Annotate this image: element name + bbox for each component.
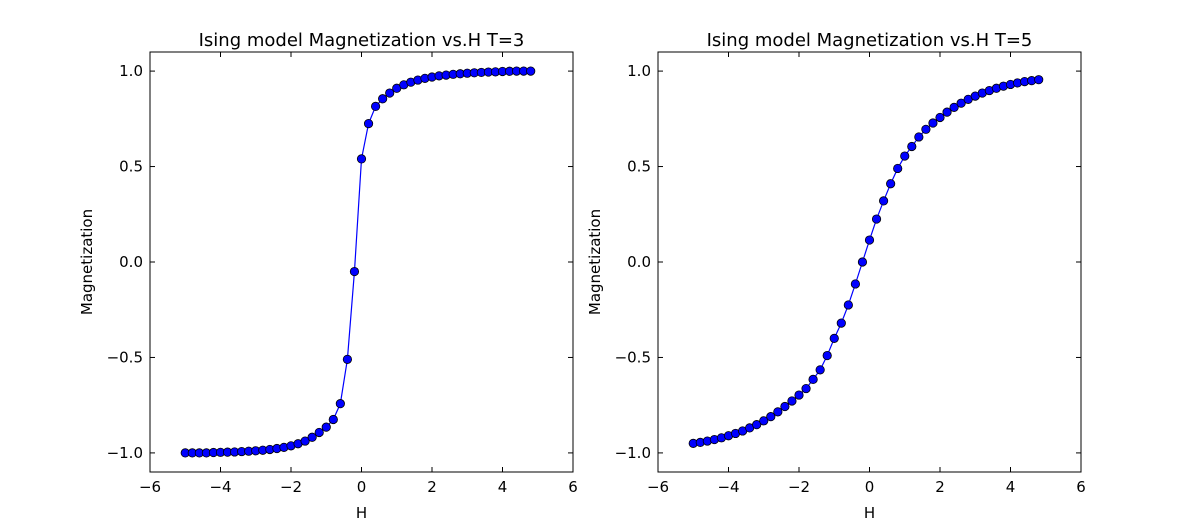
data-point xyxy=(893,163,903,174)
data-point xyxy=(349,266,360,277)
data-point xyxy=(385,88,395,98)
y-axis-label: Magnetization xyxy=(586,209,604,315)
data-point xyxy=(780,401,790,412)
axes-frame xyxy=(657,51,1082,473)
x-tick-label: 2 xyxy=(427,478,437,496)
data-point xyxy=(864,235,875,245)
data-point xyxy=(314,427,324,438)
data-point xyxy=(815,365,825,375)
data-point xyxy=(773,407,783,417)
y-tick-label: 0.0 xyxy=(627,253,651,271)
y-tick-label: 1.0 xyxy=(119,62,143,80)
data-point xyxy=(914,132,924,142)
x-tick-label: −4 xyxy=(209,478,231,496)
data-point xyxy=(822,350,832,361)
y-tick-label: −1.0 xyxy=(107,444,143,462)
data-point xyxy=(328,414,338,425)
x-tick-label: 4 xyxy=(498,478,508,496)
data-point xyxy=(921,124,931,134)
data-point xyxy=(907,141,917,152)
series-line xyxy=(185,70,531,454)
data-point xyxy=(321,422,331,432)
x-tick-label: −6 xyxy=(139,478,161,496)
y-tick-label: 1.0 xyxy=(627,62,651,80)
x-tick-label: −2 xyxy=(280,478,302,496)
y-axis-label: Magnetization xyxy=(78,209,96,315)
data-point xyxy=(335,399,345,409)
data-point xyxy=(808,374,818,385)
data-point xyxy=(928,118,938,128)
x-tick-label: 6 xyxy=(1076,478,1086,496)
data-point xyxy=(850,279,861,289)
data-point xyxy=(1034,75,1044,85)
data-point xyxy=(766,412,776,422)
data-point xyxy=(526,66,536,76)
data-point xyxy=(900,151,910,161)
x-tick-label: −2 xyxy=(788,478,810,496)
y-tick-label: 0.0 xyxy=(119,253,143,271)
data-point xyxy=(370,101,381,112)
data-point xyxy=(342,354,352,364)
data-point xyxy=(801,383,811,394)
x-axis-label: H xyxy=(356,504,367,522)
data-point xyxy=(829,333,839,343)
x-tick-label: 4 xyxy=(1006,478,1016,496)
data-point xyxy=(356,154,367,164)
data-point xyxy=(307,432,317,442)
data-point xyxy=(886,179,896,189)
x-tick-label: 6 xyxy=(568,478,578,496)
data-point xyxy=(363,118,374,129)
data-point xyxy=(300,436,310,446)
y-tick-label: −0.5 xyxy=(615,348,651,366)
y-tick-label: 0.5 xyxy=(119,158,143,176)
y-tick-label: −0.5 xyxy=(107,348,143,366)
data-point xyxy=(378,94,388,104)
x-tick-label: 0 xyxy=(357,478,367,496)
data-point xyxy=(878,196,889,206)
data-point xyxy=(942,107,952,117)
y-tick-label: 0.5 xyxy=(627,158,651,176)
data-point xyxy=(787,396,797,406)
x-tick-label: 2 xyxy=(935,478,945,496)
data-point xyxy=(836,318,846,328)
data-point xyxy=(956,98,966,108)
axes-frame xyxy=(149,51,574,473)
data-point xyxy=(794,390,804,400)
subplot-2: Ising model Magnetization vs.H T=5 −6 −4 −2… xyxy=(586,30,1086,522)
data-point xyxy=(949,102,959,112)
subplot-1: Ising model Magnetization vs.H T=3 −6 −4 −2… xyxy=(78,30,578,522)
data-point xyxy=(752,420,762,430)
x-tick-label: −6 xyxy=(647,478,669,496)
x-axis-label: H xyxy=(864,504,875,522)
x-tick-label: −4 xyxy=(717,478,739,496)
data-point xyxy=(871,214,882,224)
data-point xyxy=(759,416,769,426)
chart-title: Ising model Magnetization vs.H T=5 xyxy=(707,30,1033,51)
x-tick-label: 0 xyxy=(865,478,875,496)
data-point xyxy=(935,112,945,123)
data-point xyxy=(857,257,868,267)
chart-title: Ising model Magnetization vs.H T=3 xyxy=(199,30,525,51)
y-tick-label: −1.0 xyxy=(615,444,651,462)
data-point xyxy=(843,300,853,310)
